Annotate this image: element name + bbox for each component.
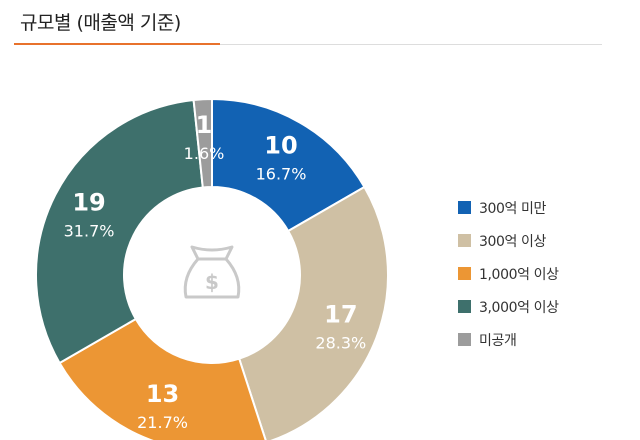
legend-swatch (458, 333, 471, 346)
slice-percent-label-1: 28.3% (315, 333, 366, 352)
slice-value-label-2: 13 (146, 380, 179, 408)
legend-label: 1,000억 이상 (479, 266, 559, 283)
legend-item-1: 300억 이상 (458, 231, 559, 250)
legend-item-4: 미공개 (458, 330, 559, 349)
legend-item-0: 300억 미만 (458, 198, 559, 217)
slice-percent-label-2: 21.7% (137, 413, 188, 432)
legend-item-2: 1,000억 이상 (458, 264, 559, 283)
legend-swatch (458, 300, 471, 313)
chart-header: 규모별 (매출액 기준) (0, 0, 640, 46)
slice-3 (35, 98, 204, 365)
slice-2 (58, 317, 267, 440)
slice-percent-label-3: 31.7% (64, 221, 115, 240)
slice-4 (192, 97, 213, 189)
legend-label: 미공개 (479, 332, 517, 349)
slice-0 (211, 97, 366, 233)
legend-swatch (458, 234, 471, 247)
title-underline (14, 43, 220, 45)
money-bag-icon (183, 245, 241, 299)
slice-percent-label-0: 16.7% (256, 164, 307, 183)
legend-item-3: 3,000억 이상 (458, 297, 559, 316)
slice-value-label-4: 1 (196, 111, 213, 139)
legend-swatch (458, 201, 471, 214)
slice-value-label-3: 19 (72, 188, 105, 216)
slice-1 (237, 185, 389, 440)
legend-label: 300억 이상 (479, 233, 547, 250)
header-divider (14, 44, 602, 45)
dollar-glyph: $ (205, 270, 219, 294)
slice-value-label-0: 10 (264, 131, 297, 159)
legend-label: 3,000억 이상 (479, 299, 559, 316)
slice-value-label-1: 17 (324, 300, 357, 328)
chart-title: 규모별 (매출액 기준) (20, 12, 181, 34)
legend-swatch (458, 267, 471, 280)
legend-label: 300억 미만 (479, 200, 547, 217)
slice-percent-label-4: 1.6% (184, 144, 225, 163)
